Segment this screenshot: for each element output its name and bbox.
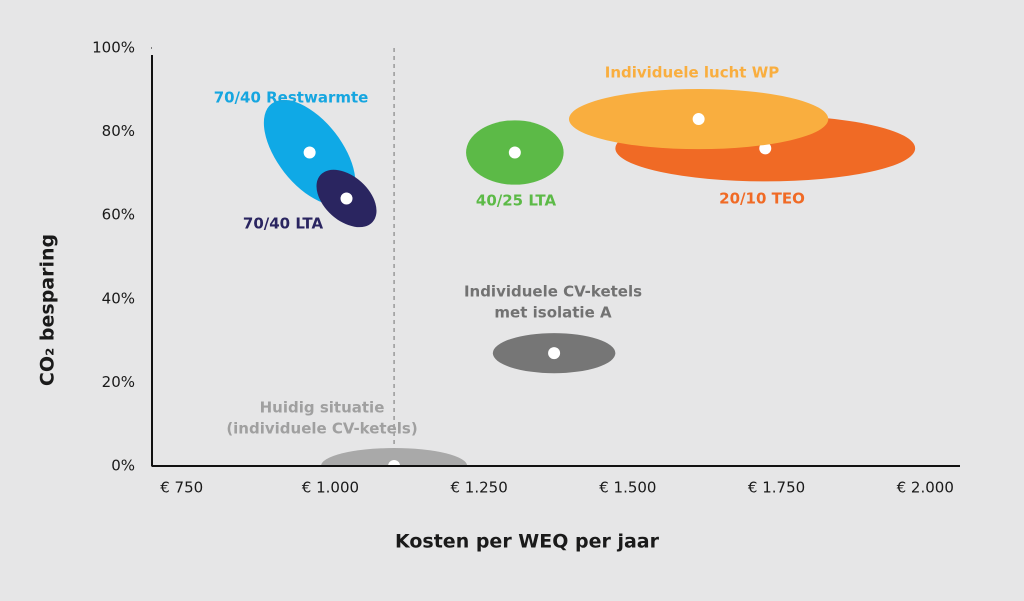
point-label: Individuele lucht WP <box>605 64 780 82</box>
x-tick-label: € 1.500 <box>599 479 656 497</box>
y-tick-label: 20% <box>102 373 135 391</box>
y-tick-label: 100% <box>92 39 135 57</box>
point <box>508 146 521 159</box>
point-label: 20/10 TEO <box>719 190 805 208</box>
point <box>548 347 561 360</box>
ellipse <box>320 448 468 466</box>
point-label: met isolatie A <box>494 304 612 322</box>
y-tick-label: 80% <box>102 122 135 140</box>
point <box>303 146 316 159</box>
point-label: 40/25 LTA <box>476 192 557 210</box>
x-tick-label: € 750 <box>160 479 203 497</box>
y-tick-label: 0% <box>111 457 135 475</box>
point <box>759 142 772 155</box>
point-label: Individuele CV-ketels <box>464 283 642 301</box>
y-tick-label: 60% <box>102 206 135 224</box>
point-label: Huidig situatie <box>260 399 385 417</box>
point-label: 70/40 Restwarmte <box>214 89 369 107</box>
y-axis-title: CO₂ besparing <box>37 234 59 386</box>
point <box>388 460 401 466</box>
x-tick-label: € 1.750 <box>748 479 805 497</box>
y-tick-label: 40% <box>102 289 135 307</box>
x-tick-label: € 2.000 <box>897 479 954 497</box>
point-label: (individuele CV-ketels) <box>226 420 417 438</box>
plot-area <box>263 48 916 466</box>
x-tick-label: € 1.250 <box>451 479 508 497</box>
point <box>340 192 353 205</box>
point-label: 70/40 LTA <box>243 215 324 233</box>
point <box>692 113 705 126</box>
x-axis-title: Kosten per WEQ per jaar <box>395 531 660 553</box>
x-tick-label: € 1.000 <box>302 479 359 497</box>
